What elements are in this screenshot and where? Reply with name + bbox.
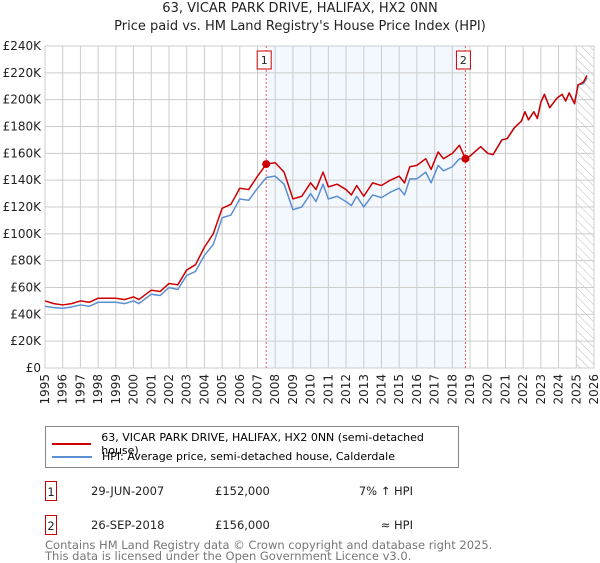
x-tick-label: 2025 (569, 374, 583, 405)
legend-label-hpi: HPI: Average price, semi-detached house,… (102, 450, 395, 463)
x-tick-label: 2008 (268, 374, 282, 405)
x-tick-label: 2020 (481, 374, 495, 405)
legend-swatch-red (52, 443, 92, 445)
x-tick-label: 1998 (91, 374, 105, 405)
y-tick-label: £20K (10, 334, 42, 348)
transaction-hpi: ≈ HPI (380, 518, 413, 532)
plot-frame (44, 45, 595, 369)
x-tick-label: 2013 (357, 374, 371, 405)
property-price-line (44, 75, 588, 306)
x-tick-label: 2017 (428, 374, 442, 405)
x-tick-label: 2004 (197, 374, 211, 405)
price-chart: £0 £20K £40K £60K £80K £100K £120K £140K £160K £1… (3, 39, 600, 405)
x-tick-label: 2002 (162, 374, 176, 405)
y-tick-label: £180K (3, 120, 43, 134)
footer-copyright: Contains HM Land Registry data © Crown c… (45, 538, 493, 552)
x-tick-label: 2026 (587, 374, 600, 405)
legend-item-hpi: HPI: Average price, semi-detached house,… (52, 450, 395, 463)
transaction-badge: 1 (45, 481, 57, 501)
y-tick-label: £200K (3, 93, 43, 107)
transaction-date: 29-JUN-2007 (91, 484, 165, 498)
x-tick-label: 2007 (251, 374, 265, 405)
y-tick-label: £100K (3, 227, 43, 241)
footer-licence: This data is licensed under the Open Gov… (45, 549, 412, 563)
transaction-badge: 2 (45, 515, 57, 535)
x-tick-label: 1997 (73, 374, 87, 405)
x-tick-label: 1995 (38, 374, 52, 405)
y-tick-label: £0 (26, 361, 41, 375)
x-tick-label: 2023 (534, 374, 548, 405)
transaction-price: £152,000 (215, 484, 270, 498)
chart-subtitle: Price paid vs. HM Land Registry's House … (114, 19, 486, 34)
transaction-price: £156,000 (215, 518, 270, 532)
y-tick-label: £60K (10, 281, 42, 295)
x-tick-label: 2001 (144, 374, 158, 405)
x-tick-label: 2021 (498, 374, 512, 405)
x-tick-label: 2006 (233, 374, 247, 405)
y-tick-label: £40K (10, 307, 42, 321)
x-tick-label: 2015 (392, 374, 406, 405)
chart-title: 63, VICAR PARK DRIVE, HALIFAX, HX2 0NN (162, 1, 438, 16)
x-tick-label: 2014 (374, 374, 388, 405)
y-tick-label: £120K (3, 200, 43, 214)
x-tick-label: 2009 (286, 374, 300, 405)
transaction-row: 2 26-SEP-2018 £156,000 ≈ HPI (45, 515, 445, 535)
x-tick-label: 1996 (56, 374, 70, 405)
y-tick-label: £240K (3, 39, 43, 53)
legend-label-property: 63, VICAR PARK DRIVE, HALIFAX, HX2 0NN (… (101, 431, 424, 457)
y-tick-label: £160K (3, 146, 43, 160)
transaction-date: 26-SEP-2018 (91, 518, 165, 532)
x-tick-label: 2024 (552, 374, 566, 405)
transaction-hpi: 7% ↑ HPI (358, 484, 413, 498)
sale-badge-label: 2 (460, 54, 467, 67)
x-tick-label: 1999 (109, 374, 123, 405)
x-tick-label: 2003 (180, 374, 194, 405)
sale-badge-box (455, 50, 471, 70)
sale-point (262, 160, 271, 169)
x-tick-label: 2016 (410, 374, 424, 405)
legend-swatch-blue (52, 455, 92, 458)
y-tick-label: £220K (3, 66, 43, 80)
x-tick-label: 2011 (321, 374, 335, 405)
transaction-row: 1 29-JUN-2007 £152,000 7% ↑ HPI (45, 481, 445, 501)
x-tick-label: 2022 (516, 374, 530, 405)
y-tick-label: £140K (3, 173, 43, 187)
sale-badge-box (256, 50, 272, 70)
sale-badge-label: 1 (261, 54, 268, 67)
x-tick-label: 2018 (445, 374, 459, 405)
x-tick-label: 2010 (304, 374, 318, 405)
y-tick-label: £80K (10, 254, 42, 268)
chart-legend: 63, VICAR PARK DRIVE, HALIFAX, HX2 0NN (… (45, 426, 459, 468)
x-tick-label: 2012 (339, 374, 353, 405)
sale-point (461, 154, 470, 163)
x-tick-label: 2019 (463, 374, 477, 405)
x-tick-label: 2000 (127, 374, 141, 405)
legend-item-property: 63, VICAR PARK DRIVE, HALIFAX, HX2 0NN (… (52, 431, 458, 457)
x-tick-label: 2005 (215, 374, 229, 405)
